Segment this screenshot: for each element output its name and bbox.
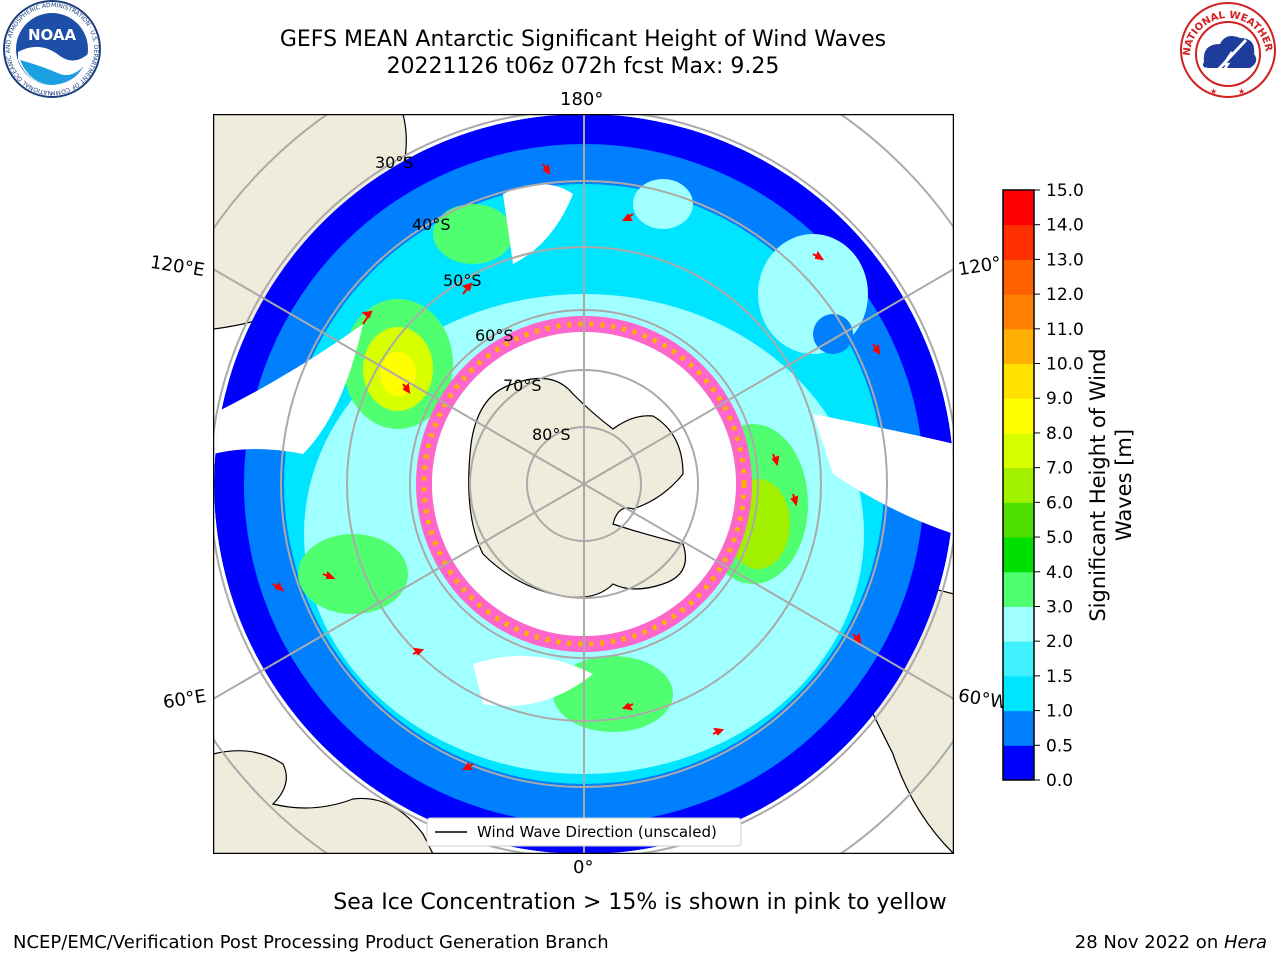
colorbar-segment: [1003, 641, 1034, 677]
colorbar-segment: [1003, 363, 1034, 399]
colorbar-tick-label: 1.0: [1046, 702, 1073, 722]
polar-map: 30°S 40°S 50°S 60°S 70°S 80°S Wind Wave …: [213, 114, 954, 854]
colorbar-segment: [1003, 467, 1034, 503]
footer-branch: NCEP/EMC/Verification Post Processing Pr…: [13, 932, 609, 953]
colorbar-tick-label: 13.0: [1046, 250, 1084, 270]
chart-subtitle: 20221126 t06z 072h fcst Max: 9.25: [386, 54, 780, 79]
lat-label-70s: 70°S: [503, 376, 542, 395]
lat-label-60s: 60°S: [475, 326, 514, 345]
colorbar-segment: [1003, 675, 1034, 712]
colorbar-tick-label: 3.0: [1046, 597, 1073, 617]
noaa-logo: NATIONAL OCEANIC AND ATMOSPHERIC ADMINIS…: [0, 0, 101, 98]
colorbar-tick-label: 10.0: [1046, 355, 1084, 375]
colorbar-tick-label: 2.0: [1046, 632, 1073, 652]
colorbar-segment: [1003, 710, 1034, 746]
colorbar-segment: [1003, 571, 1034, 607]
colorbar-tick-label: 0.5: [1046, 736, 1073, 756]
colorbar-segment: [1003, 224, 1034, 260]
colorbar-title-line1: Significant Height of Wind: [1086, 348, 1110, 622]
colorbar-segment: [1003, 398, 1034, 434]
colorbar-segment: [1003, 432, 1034, 469]
wind-wave-arrows: [272, 163, 881, 770]
lon-label-120w: 120°: [956, 252, 1003, 281]
colorbar-title: Significant Height of Wind Waves [m]: [1085, 335, 1141, 635]
chart-title: GEFS MEAN Antarctic Significant Height o…: [279, 27, 887, 52]
colorbar-segment: [1003, 294, 1034, 330]
legend-label: Wind Wave Direction (unscaled): [477, 823, 717, 841]
svg-text:★: ★: [1238, 87, 1245, 96]
svg-text:★: ★: [1210, 87, 1217, 96]
colorbar-tick-label: 8.0: [1046, 424, 1073, 444]
footer-date-text: 28 Nov 2022 on: [1074, 932, 1224, 953]
footer-host: Hera: [1223, 932, 1267, 953]
colorbar-frame: [1002, 189, 1035, 781]
colorbar-tick-label: 11.0: [1046, 320, 1084, 340]
lon-label-120e: 120°E: [148, 251, 207, 282]
colorbar-tick-label: 9.0: [1046, 389, 1073, 409]
colorbar-tick-label: 4.0: [1046, 563, 1073, 583]
lat-label-50s: 50°S: [443, 271, 482, 290]
colorbar-segment: [1003, 190, 1034, 226]
colorbar-segment: [1003, 537, 1034, 573]
noaa-logo-text: NOAA: [28, 26, 77, 44]
lon-label-180: 180°: [560, 89, 604, 110]
colorbar-tick-label: 0.0: [1046, 771, 1073, 791]
colorbar-segment: [1003, 745, 1034, 781]
colorbar-title-line2: Waves [m]: [1112, 428, 1136, 542]
colorbar-segment: [1003, 606, 1034, 642]
lat-label-80s: 80°S: [532, 425, 571, 444]
colorbar-tick-label: 15.0: [1046, 181, 1084, 201]
lon-label-60e: 60°E: [161, 685, 208, 714]
colorbar-segment: [1003, 328, 1034, 365]
colorbar-segment: [1003, 502, 1034, 538]
colorbar-tick-label: 5.0: [1046, 528, 1073, 548]
colorbar-tick-label: 12.0: [1046, 285, 1084, 305]
sea-ice-caption: Sea Ice Concentration > 15% is shown in …: [333, 890, 947, 915]
colorbar-segment: [1003, 259, 1034, 295]
colorbar-tick-label: 7.0: [1046, 459, 1073, 479]
colorbar-tick-label: 14.0: [1046, 216, 1084, 236]
map-legend: Wind Wave Direction (unscaled): [426, 817, 742, 847]
lat-label-30s: 30°S: [375, 153, 414, 172]
footer-date: 28 Nov 2022 on Hera: [1075, 932, 1267, 953]
lat-label-40s: 40°S: [412, 215, 451, 234]
colorbar-tick-label: 1.5: [1046, 667, 1073, 687]
lon-label-0: 0°: [573, 857, 594, 878]
nws-logo: NATIONAL WEATHER SERVICE ★ ★: [1176, 0, 1276, 98]
colorbar: 0.0 0.5 1.0 1.5 2.0 3.0 4.0 5.0 6.0 7.0 8.0 9.0 10.0…: [1002, 181, 1084, 791]
colorbar-tick-label: 6.0: [1046, 493, 1073, 513]
